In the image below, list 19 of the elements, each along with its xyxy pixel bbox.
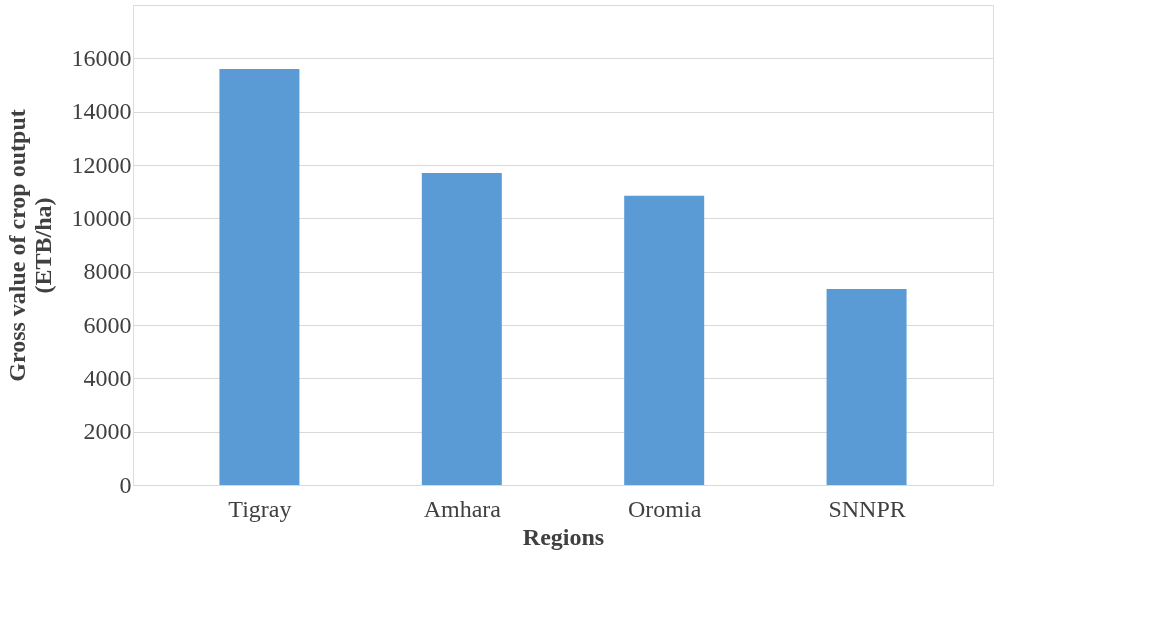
x-tick-label: Amhara — [423, 495, 502, 522]
x-tick-label: Tigray — [228, 495, 292, 522]
bar — [624, 195, 705, 485]
y-tick-label: 10000 — [71, 204, 132, 231]
x-tick-label: SNNPR — [828, 495, 906, 522]
y-tick-label: 8000 — [83, 258, 132, 285]
y-tick-label: 0 — [119, 471, 132, 498]
y-tick-label: 4000 — [83, 364, 132, 391]
x-axis-title: Regions — [522, 523, 605, 550]
y-tick-label: 12000 — [71, 151, 132, 178]
y-tick-label: 14000 — [71, 98, 132, 125]
bar — [826, 289, 907, 485]
y-tick-label: 16000 — [71, 44, 132, 71]
bar — [421, 173, 502, 485]
x-tick-label: Oromia — [628, 495, 702, 522]
y-tick-label: 6000 — [83, 311, 132, 338]
bar — [219, 69, 300, 485]
y-tick-label: 2000 — [83, 418, 132, 445]
y-axis-title: Gross value of crop output (ETB/ha) — [3, 109, 56, 382]
